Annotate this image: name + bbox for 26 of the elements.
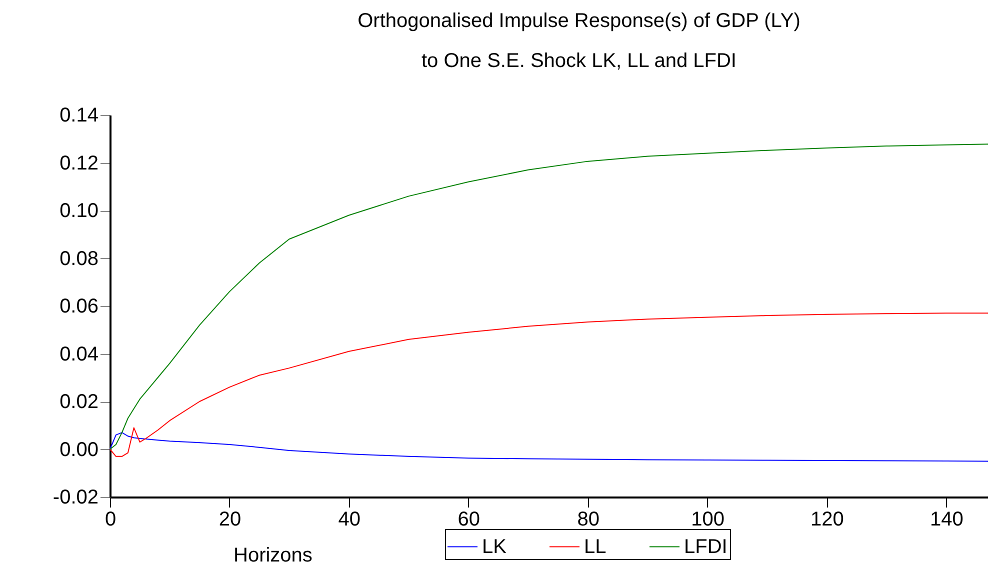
x-tick-label: 20	[218, 508, 242, 530]
legend-label: LK	[482, 536, 508, 558]
y-tick-label: 0.12	[60, 152, 98, 174]
y-tick-label: 0.14	[60, 104, 98, 126]
y-tick-label: 0.00	[60, 438, 98, 461]
x-tick-label: 40	[338, 508, 361, 530]
x-tick-label: 140	[930, 508, 964, 530]
y-tick-label: -0.02	[52, 486, 98, 508]
y-tick-label: 0.06	[60, 296, 98, 318]
line-series	[110, 144, 988, 450]
chart-title: Orthogonalised Impulse Response(s) of GDP (LY)	[358, 10, 800, 32]
y-tick-label: 0.10	[60, 200, 98, 222]
legend-label: LFDI	[684, 536, 728, 558]
line-series	[110, 432, 988, 462]
x-axis-title: Horizons	[234, 544, 312, 566]
y-tick-label: 0.08	[60, 248, 98, 270]
x-tick-label: 120	[810, 508, 844, 530]
y-tick-label: 0.04	[60, 343, 98, 366]
x-tick-label: 100	[691, 508, 724, 530]
chart-subtitle: to One S.E. Shock LK, LL and LFDI	[422, 50, 736, 72]
x-tick-label: 80	[577, 508, 600, 530]
y-tick-label: 0.02	[60, 391, 98, 413]
x-tick-label: 60	[458, 508, 480, 530]
legend-label: LL	[584, 536, 606, 558]
x-tick-label: 0	[104, 508, 116, 530]
line-series	[110, 312, 988, 457]
